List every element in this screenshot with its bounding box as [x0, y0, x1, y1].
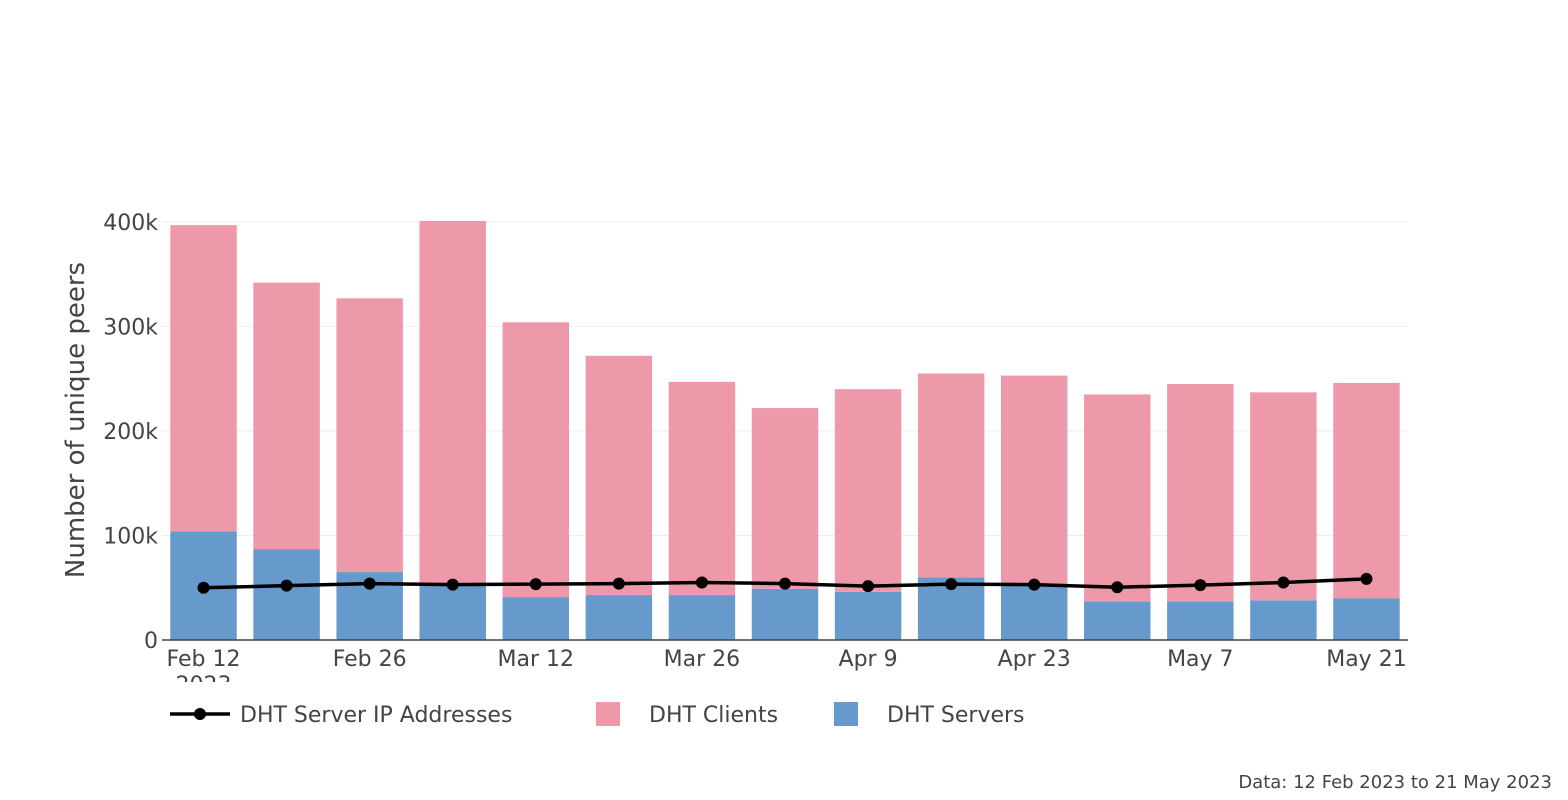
bar-dht-clients — [1000, 375, 1068, 585]
point-dht-server-ip-addresses — [1360, 572, 1373, 585]
x-tick-label: Apr 9 — [839, 647, 898, 672]
bar-dht-clients — [1167, 383, 1234, 602]
point-dht-server-ip-addresses — [779, 577, 791, 590]
bar-dht-clients — [917, 373, 985, 578]
y-tick-label: 300k — [103, 316, 158, 341]
bar-dht-servers — [502, 597, 570, 640]
x-tick-label: Feb 26 — [333, 647, 407, 672]
bar-dht-clients — [502, 322, 570, 598]
point-dht-server-ip-addresses — [1277, 576, 1290, 589]
x-tick-sublabel: 2023 — [176, 673, 232, 698]
bar-dht-clients — [419, 220, 486, 585]
bar-dht-clients — [585, 355, 653, 596]
x-tick-label: Apr 23 — [998, 647, 1071, 672]
bar-dht-servers — [668, 595, 736, 640]
bar-dht-clients — [1084, 394, 1151, 602]
point-dht-server-ip-addresses — [612, 577, 625, 590]
bar-dht-servers — [1250, 600, 1317, 640]
point-dht-server-ip-addresses — [280, 579, 293, 592]
bar-dht-servers — [253, 549, 320, 640]
legend-label-dht-clients: DHT Clients — [649, 703, 778, 728]
x-tick-label: Feb 12 — [167, 647, 241, 672]
data-range-footnote: Data: 12 Feb 2023 to 21 May 2023 — [1238, 772, 1552, 793]
bar-dht-servers — [834, 591, 902, 640]
y-tick-label: 400k — [103, 211, 158, 236]
legend: DHT Server IP Addresses DHT Clients DHT Se… — [170, 702, 1025, 728]
bar-dht-clients — [834, 389, 902, 592]
bars — [170, 220, 1400, 640]
bar-dht-servers — [1167, 601, 1234, 640]
point-dht-server-ip-addresses — [197, 581, 210, 594]
y-tick-labels: 0 100k 200k 300k 400k — [103, 211, 158, 654]
x-tick-label: May 7 — [1167, 647, 1233, 672]
bar-dht-clients — [1250, 392, 1317, 601]
point-dht-server-ip-addresses — [1028, 578, 1041, 591]
legend-swatch-dht-servers — [834, 702, 858, 726]
point-dht-server-ip-addresses — [695, 576, 708, 589]
point-dht-server-ip-addresses — [862, 580, 875, 593]
bar-dht-servers — [585, 595, 653, 640]
bar-dht-servers — [751, 588, 819, 640]
bar-dht-servers — [1000, 584, 1068, 640]
x-tick-label: Mar 26 — [664, 647, 741, 672]
bar-dht-clients — [668, 381, 736, 596]
y-tick-label: 0 — [144, 629, 158, 654]
legend-label-dht-servers: DHT Servers — [887, 703, 1025, 728]
point-dht-server-ip-addresses — [945, 578, 958, 591]
bar-dht-servers — [1084, 601, 1151, 640]
bar-dht-servers — [1333, 598, 1400, 640]
x-tick-label: Mar 12 — [498, 647, 575, 672]
legend-label-dht-server-ip-addresses: DHT Server IP Addresses — [240, 703, 512, 728]
point-dht-server-ip-addresses — [1111, 581, 1124, 594]
bar-dht-clients — [253, 282, 320, 550]
line-series — [197, 572, 1373, 594]
point-dht-server-ip-addresses — [529, 578, 542, 591]
bar-dht-servers — [419, 584, 486, 640]
bar-dht-clients — [751, 408, 819, 589]
bar-dht-clients — [1333, 382, 1400, 599]
bar-dht-clients — [170, 225, 237, 532]
point-dht-server-ip-addresses — [446, 578, 459, 591]
point-dht-server-ip-addresses — [1194, 579, 1207, 592]
y-tick-label: 100k — [103, 525, 158, 550]
bar-dht-clients — [336, 298, 403, 573]
x-tick-label: May 21 — [1326, 647, 1406, 672]
legend-swatch-dht-clients — [596, 702, 620, 726]
legend-marker-dht-server-ip-addresses — [194, 708, 206, 720]
y-tick-label: 200k — [103, 420, 158, 445]
point-dht-server-ip-addresses — [363, 577, 376, 590]
y-axis-title: Number of unique peers — [61, 262, 91, 578]
